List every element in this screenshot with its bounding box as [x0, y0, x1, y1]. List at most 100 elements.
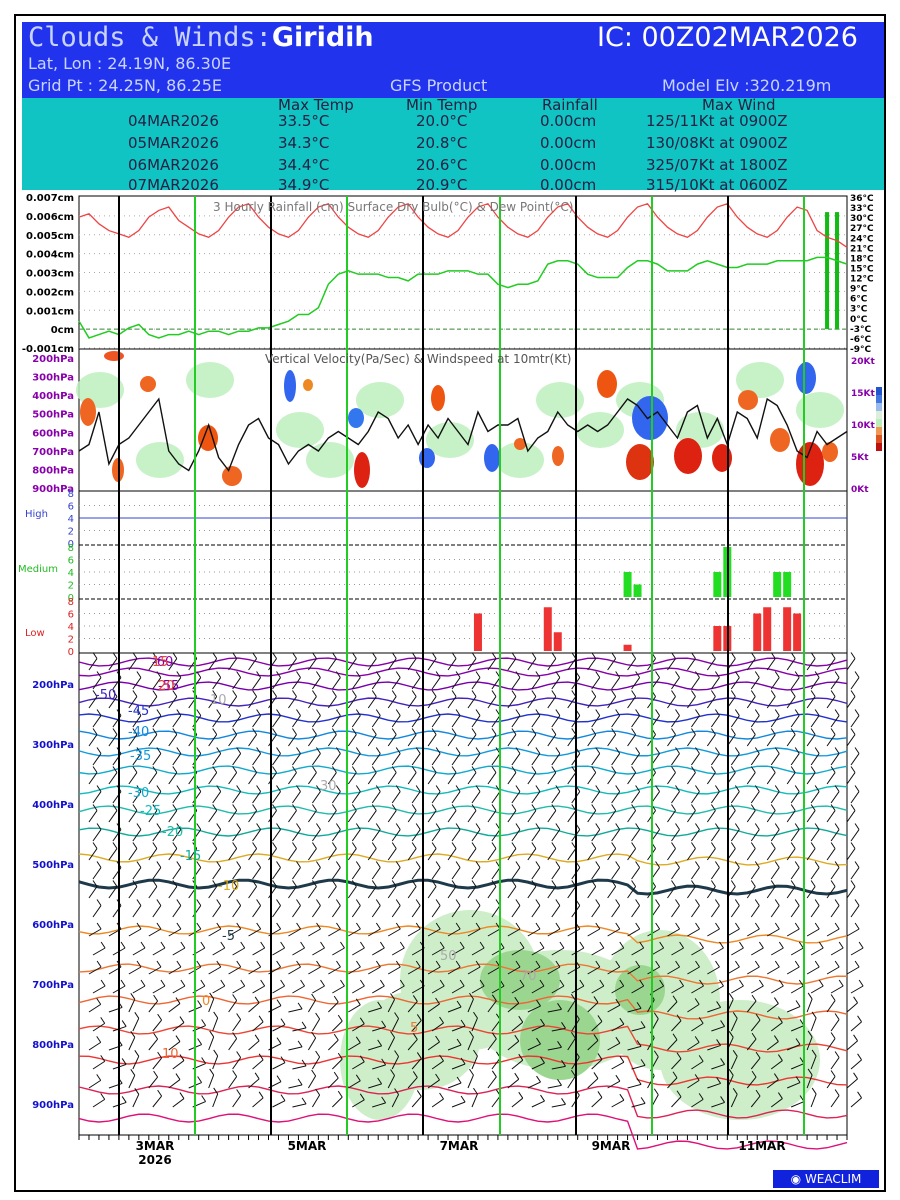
isotherm: [78, 1085, 848, 1119]
wind-barb: [156, 861, 162, 868]
wind-barb: [795, 1000, 801, 1007]
wind-barb: [707, 1082, 721, 1089]
wind-barb: [391, 804, 397, 811]
wind-barb: [754, 960, 760, 968]
forecast-table: Max Temp Min Temp Rainfall Max Wind 04MA…: [22, 96, 884, 194]
wind-barb: [132, 985, 146, 994]
wind-barb: [515, 747, 521, 754]
isotherm: [78, 1055, 848, 1086]
wind-barb: [567, 734, 577, 747]
wind-barb: [175, 1073, 181, 1080]
wind-barb: [570, 993, 576, 1001]
dew-line: [78, 256, 848, 339]
wind-barb: [156, 922, 162, 930]
wind-barb: [351, 766, 357, 773]
wind-barb: [640, 1097, 646, 1104]
wind-barb: [755, 1013, 761, 1021]
wind-barb: [597, 1053, 603, 1060]
wind-barb: [128, 658, 138, 671]
wind-barb: [535, 899, 541, 906]
wind-barb: [88, 966, 102, 975]
wind-barb: [790, 985, 804, 994]
wind-barb: [128, 734, 138, 747]
wind-barb: [667, 1001, 678, 1013]
wind-barb: [551, 791, 561, 804]
wind-barb: [653, 1050, 659, 1058]
wind-barb: [567, 696, 577, 709]
wind-barb: [416, 1014, 422, 1021]
wind-barb: [770, 1060, 783, 1070]
wind-barb: [272, 829, 281, 842]
wind-barb: [627, 810, 637, 823]
wind-barb: [695, 922, 700, 930]
wind-barb: [307, 886, 317, 899]
rh-shade: [340, 1000, 420, 1120]
wind-barb: [728, 993, 734, 1000]
wind-barb: [547, 886, 557, 899]
wind-barb: [411, 842, 417, 849]
wind-barb: [551, 690, 557, 697]
wind-barb: [301, 1021, 307, 1029]
wind-barb: [487, 772, 497, 785]
wind-barb: [850, 1097, 862, 1108]
wind-barb: [368, 1007, 382, 1013]
wind-barb: [435, 747, 441, 754]
wind-barb: [208, 772, 218, 785]
vv-shade: [186, 362, 234, 398]
wind-barb: [834, 709, 840, 716]
wind-barb: [806, 886, 816, 899]
wind-barb: [387, 1037, 395, 1051]
wind-barb: [152, 905, 162, 918]
wind-barb: [292, 1103, 307, 1108]
wind-barb: [391, 905, 401, 918]
wind-barb: [201, 1019, 207, 1026]
wind-barb: [695, 861, 700, 868]
wind-barb: [148, 1076, 159, 1089]
wind-barb: [136, 861, 142, 868]
vv-legend-swatch: [876, 387, 882, 395]
wind-barb: [327, 1039, 339, 1051]
wind-barb: [337, 1052, 343, 1060]
wind-barb: [296, 709, 301, 716]
wind-barb: [272, 715, 281, 728]
wind-barb: [834, 785, 840, 792]
wind-barb: [351, 880, 357, 887]
wind-barb: [595, 747, 601, 754]
wind-barb: [236, 1051, 242, 1058]
wind-barb: [391, 1018, 399, 1032]
vv-shade: [822, 442, 838, 462]
wind-barb: [172, 985, 186, 994]
y-tick-wind: 15Kt: [851, 389, 875, 399]
wind-barb: [347, 696, 357, 709]
wind-barb: [439, 941, 445, 949]
wind-barb: [272, 947, 285, 956]
wind-barb: [252, 842, 258, 849]
wind-barb: [786, 734, 796, 747]
wind-barb: [830, 766, 836, 773]
wind-barb: [197, 1076, 203, 1083]
wind-barb: [627, 772, 637, 785]
wind-barb: [635, 922, 641, 930]
wind-barb: [196, 861, 202, 868]
wind-barb: [671, 766, 676, 773]
wind-barb: [292, 829, 301, 842]
wind-barb: [619, 979, 625, 987]
wind-barb: [619, 941, 625, 949]
wind-barb: [535, 922, 541, 930]
wind-barb: [157, 1013, 163, 1021]
wind-barb: [460, 1095, 466, 1103]
wind-barb: [351, 753, 361, 766]
wind-barb: [248, 928, 261, 937]
wind-barb: [547, 658, 557, 671]
wind-barb: [467, 772, 477, 785]
y-tick-high: 4: [68, 514, 74, 525]
wind-barb: [200, 979, 206, 987]
wind-barb: [258, 1053, 264, 1061]
wind-barb: [710, 880, 716, 887]
wind-barb: [467, 1074, 474, 1089]
wind-barb: [527, 1081, 541, 1089]
wind-barb: [152, 829, 162, 842]
wind-barb: [435, 823, 441, 830]
y-tick-temp: -6°C: [850, 335, 871, 345]
wind-barb: [627, 696, 637, 709]
